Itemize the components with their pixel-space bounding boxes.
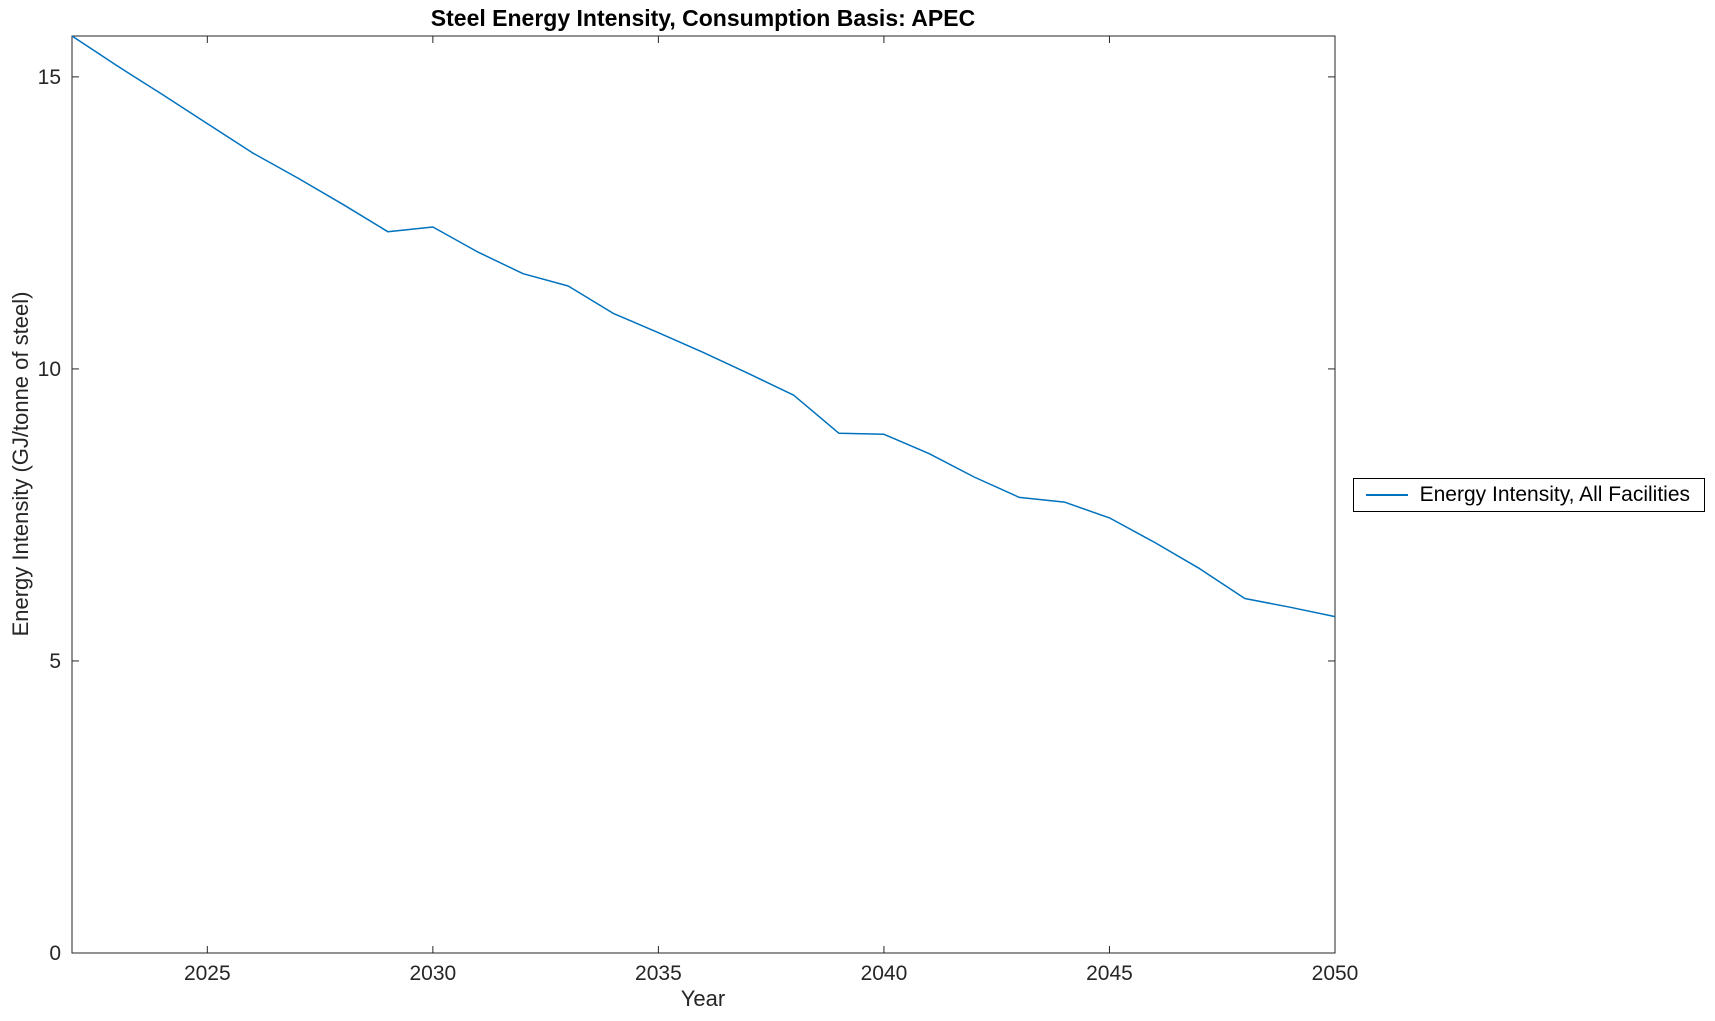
y-tick-label: 5: [49, 650, 61, 673]
y-tick-label: 0: [49, 942, 61, 965]
legend-line-sample: [1365, 494, 1408, 496]
chart-title: Steel Energy Intensity, Consumption Basi…: [430, 5, 976, 31]
x-tick-label: 2040: [861, 962, 908, 985]
plot-border: [71, 35, 1336, 954]
series-line: [71, 35, 1336, 618]
x-axis-label: Year: [680, 986, 726, 1011]
x-tick-label: 2045: [1086, 962, 1133, 985]
y-tick-label: 10: [38, 358, 61, 381]
legend-entry-label: Energy Intensity, All Facilities: [1419, 483, 1690, 506]
x-tick-label: 2030: [409, 962, 456, 985]
x-tick-label: 2035: [635, 962, 682, 985]
y-tick-label: 15: [38, 66, 61, 89]
legend: Energy Intensity, All Facilities: [1352, 478, 1705, 512]
y-axis-label: Energy Intensity (GJ/tonne of steel): [8, 291, 33, 637]
x-tick-label: 2050: [1312, 962, 1359, 985]
x-tick-label: 2025: [184, 962, 231, 985]
